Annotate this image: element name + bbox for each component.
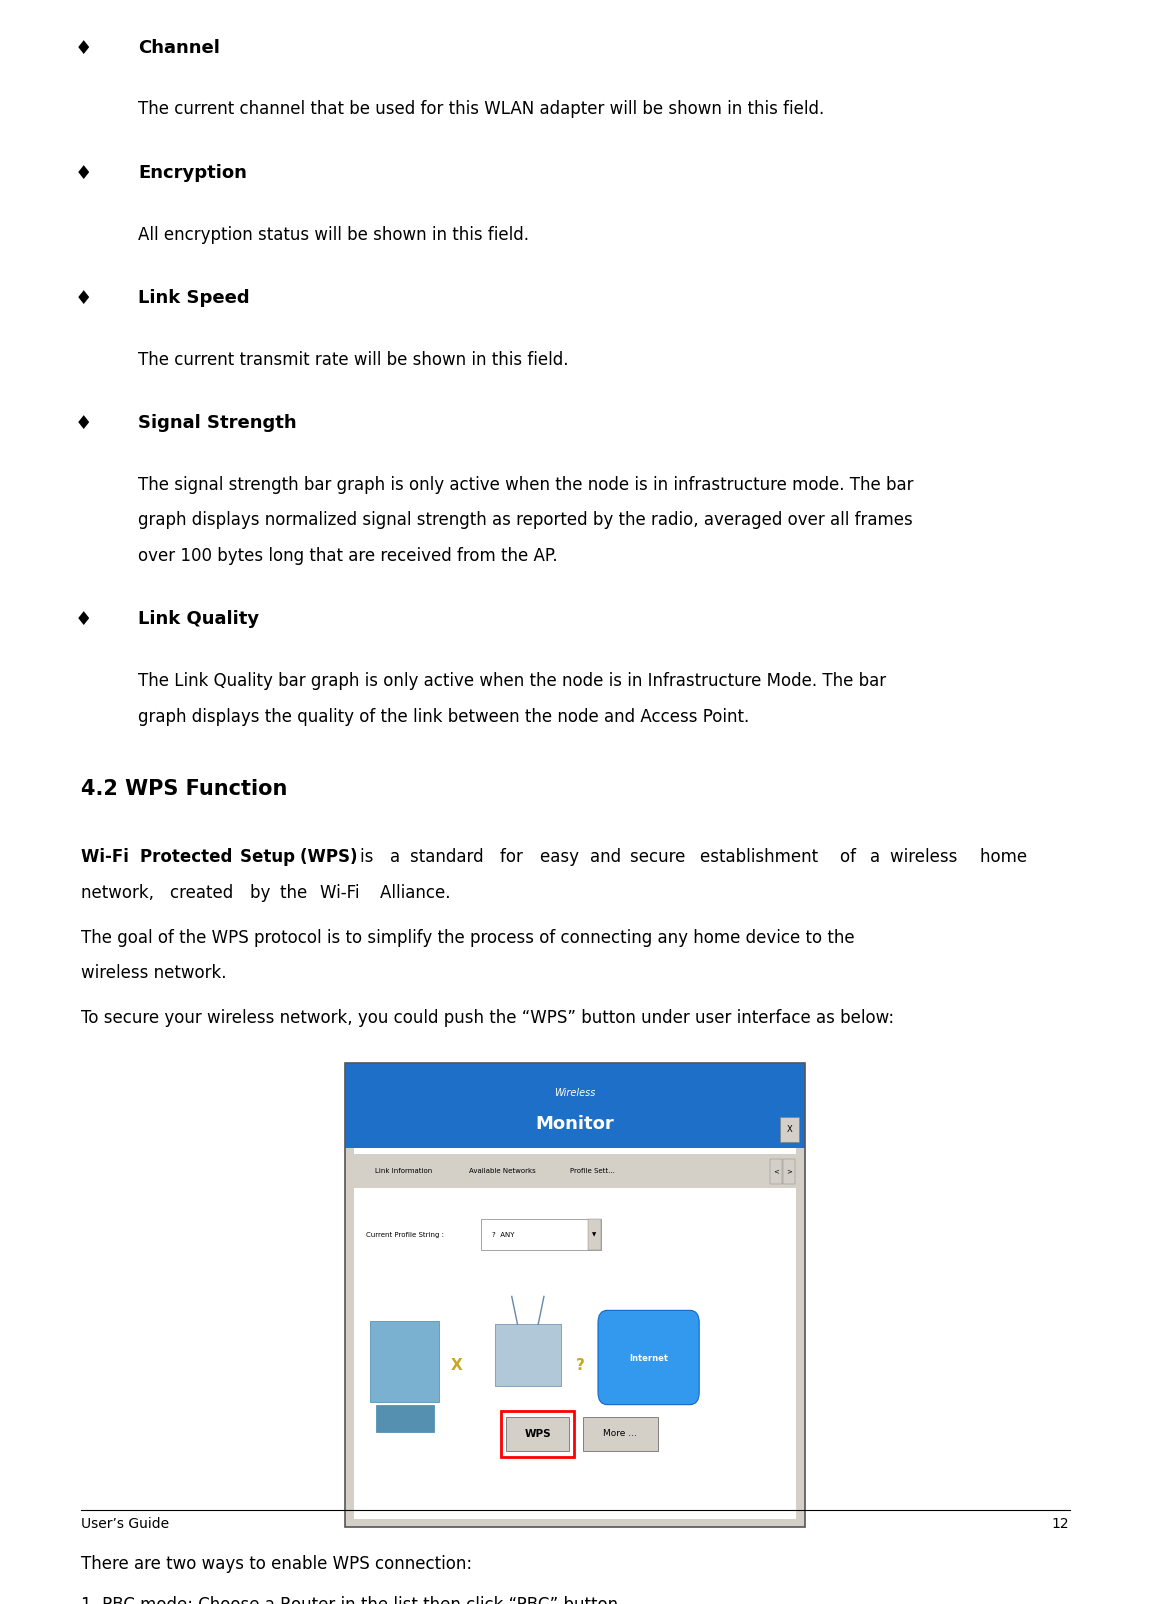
Bar <box>770 1160 782 1184</box>
Text: network,: network, <box>81 884 159 901</box>
Text: graph displays normalized signal strength as reported by the radio, averaged ove: graph displays normalized signal strengt… <box>138 512 913 529</box>
Text: graph displays the quality of the link between the node and Access Point.: graph displays the quality of the link b… <box>138 707 750 725</box>
Text: Alliance.: Alliance. <box>381 884 457 901</box>
Text: ♦: ♦ <box>75 289 92 308</box>
Text: 4.2 WPS Function: 4.2 WPS Function <box>81 780 286 799</box>
Text: X: X <box>451 1359 462 1373</box>
Text: is: is <box>360 849 380 866</box>
Text: of: of <box>841 849 861 866</box>
Text: There are two ways to enable WPS connection:: There are two ways to enable WPS connect… <box>81 1554 471 1572</box>
Bar <box>345 1063 805 1527</box>
Text: The current channel that be used for this WLAN adapter will be shown in this fie: The current channel that be used for thi… <box>138 101 825 119</box>
Bar <box>354 1155 796 1189</box>
Text: Available Networks: Available Networks <box>469 1168 536 1174</box>
Text: The Link Quality bar graph is only active when the node is in Infrastructure Mod: The Link Quality bar graph is only activ… <box>138 672 887 690</box>
Text: Profile Sett...: Profile Sett... <box>570 1168 615 1174</box>
Text: 1. PBC mode: Choose a Router in the list then click “PBC” button.: 1. PBC mode: Choose a Router in the list… <box>81 1596 623 1604</box>
Text: for: for <box>500 849 529 866</box>
Text: easy: easy <box>540 849 584 866</box>
Text: Link Speed: Link Speed <box>138 289 250 306</box>
Text: Link Information: Link Information <box>375 1168 432 1174</box>
Text: and: and <box>590 849 627 866</box>
Text: To secure your wireless network, you could push the “WPS” button under user inte: To secure your wireless network, you cou… <box>81 1009 894 1027</box>
Text: by: by <box>251 884 276 901</box>
Bar <box>583 1416 658 1452</box>
Text: ?  ANY: ? ANY <box>492 1232 515 1238</box>
Bar <box>780 1118 799 1142</box>
Text: over 100 bytes long that are received from the AP.: over 100 bytes long that are received fr… <box>138 547 558 565</box>
Text: >: > <box>785 1168 792 1174</box>
Text: 12: 12 <box>1052 1517 1070 1532</box>
Text: ♦: ♦ <box>75 38 92 58</box>
Bar <box>588 1219 601 1250</box>
Text: created: created <box>170 884 239 901</box>
Text: standard: standard <box>411 849 490 866</box>
Text: a: a <box>391 849 406 866</box>
Text: Signal Strength: Signal Strength <box>138 414 297 431</box>
Bar <box>494 1325 561 1386</box>
Text: (WPS): (WPS) <box>300 849 363 866</box>
Bar <box>345 1063 805 1148</box>
FancyBboxPatch shape <box>598 1310 699 1405</box>
Text: X: X <box>787 1124 792 1134</box>
Bar <box>376 1405 434 1432</box>
Text: Wi-Fi: Wi-Fi <box>81 849 135 866</box>
Bar <box>354 1148 796 1519</box>
Text: Wireless: Wireless <box>554 1088 596 1097</box>
Text: Wi-Fi: Wi-Fi <box>321 884 366 901</box>
Text: establishment: establishment <box>700 849 823 866</box>
Text: Link Quality: Link Quality <box>138 611 259 629</box>
Bar <box>506 1416 569 1452</box>
Text: a: a <box>871 849 886 866</box>
Text: The goal of the WPS protocol is to simplify the process of connecting any home d: The goal of the WPS protocol is to simpl… <box>81 929 854 946</box>
Text: Setup: Setup <box>240 849 301 866</box>
Bar <box>501 1412 574 1456</box>
Text: ♦: ♦ <box>75 414 92 433</box>
Text: WPS: WPS <box>524 1429 551 1439</box>
Text: The current transmit rate will be shown in this field.: The current transmit rate will be shown … <box>138 351 568 369</box>
Text: Channel: Channel <box>138 38 220 56</box>
Text: User’s Guide: User’s Guide <box>81 1517 169 1532</box>
Text: Internet: Internet <box>629 1354 668 1363</box>
Text: More ...: More ... <box>604 1429 637 1439</box>
Bar <box>345 1148 805 1527</box>
Text: ♦: ♦ <box>75 611 92 629</box>
Bar <box>481 1219 601 1250</box>
Text: home: home <box>981 849 1033 866</box>
Text: Protected: Protected <box>140 849 239 866</box>
Text: wireless: wireless <box>890 849 963 866</box>
Text: All encryption status will be shown in this field.: All encryption status will be shown in t… <box>138 226 529 244</box>
Text: secure: secure <box>630 849 691 866</box>
Text: Monitor: Monitor <box>536 1115 614 1132</box>
Text: <: < <box>773 1168 780 1174</box>
Text: Encryption: Encryption <box>138 164 247 181</box>
Text: The signal strength bar graph is only active when the node is in infrastructure : The signal strength bar graph is only ac… <box>138 476 913 494</box>
Text: ?: ? <box>576 1359 585 1373</box>
Text: ♦: ♦ <box>75 164 92 183</box>
Text: ▼: ▼ <box>592 1232 597 1237</box>
Text: Current Profile String :: Current Profile String : <box>366 1232 444 1238</box>
Text: the: the <box>281 884 313 901</box>
Bar <box>783 1160 795 1184</box>
Text: wireless network.: wireless network. <box>81 964 227 982</box>
Bar <box>370 1322 439 1402</box>
